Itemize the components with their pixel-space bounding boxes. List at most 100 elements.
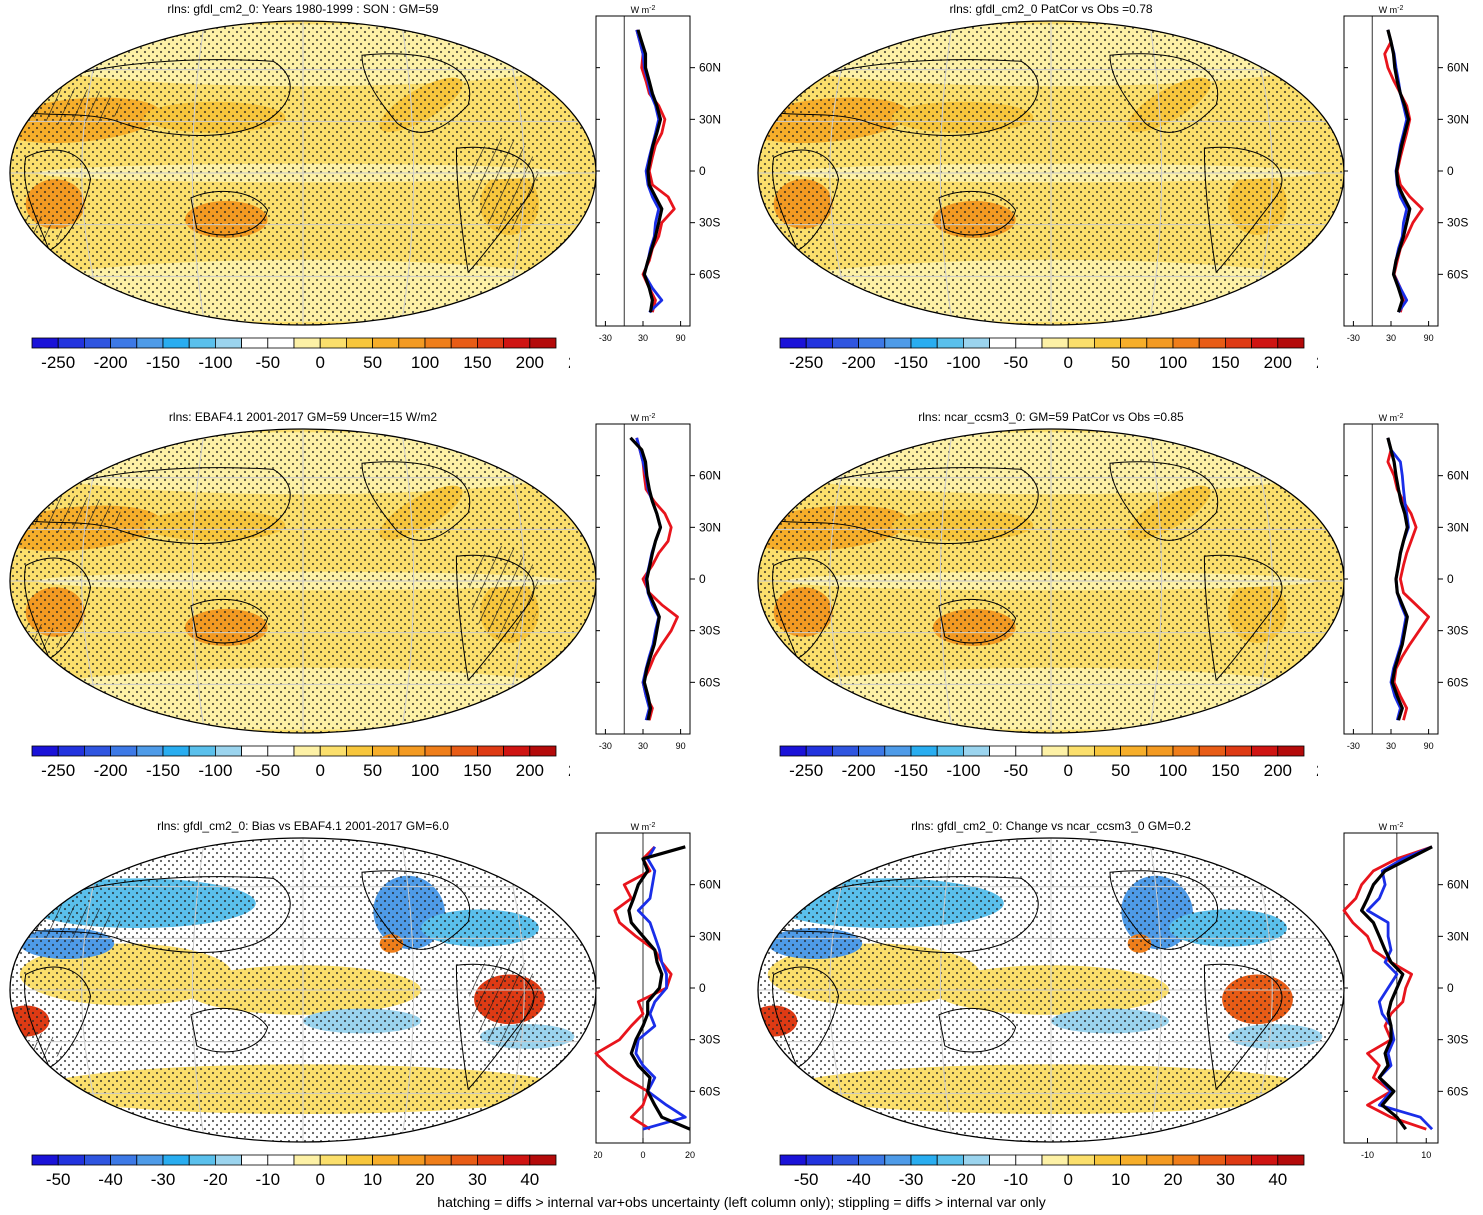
- latitude-tick-label: 60S: [1447, 267, 1468, 281]
- colorbar-swatch: [1172, 1154, 1200, 1166]
- colorbar-swatch: [1224, 337, 1252, 349]
- colorbar-tick-label: -50: [256, 353, 281, 372]
- colorbar-tick-label: -150: [894, 761, 928, 780]
- colorbar: -250 -200 -150 -100 -50 0 50 100 150 200 250: [31, 337, 570, 372]
- colorbar: -250 -200 -150 -100 -50 0 50 100 150 200 250: [779, 745, 1318, 780]
- zonal-x-tick-label: 20: [685, 1150, 695, 1160]
- colorbar-swatch: [110, 1154, 138, 1166]
- colorbar-tick-label: 0: [1063, 1170, 1072, 1189]
- colorbar-swatch: [989, 1154, 1017, 1166]
- colorbar-tick-label: -20: [203, 1170, 228, 1189]
- zonal-unit-label: W m-2: [1379, 5, 1404, 15]
- colorbar-swatch: [1146, 745, 1174, 757]
- colorbar-swatch: [503, 1154, 531, 1166]
- colorbar-swatch: [1015, 1154, 1043, 1166]
- colorbar-swatch: [779, 337, 807, 349]
- colorbar-swatch: [805, 337, 833, 349]
- zonal-x-tick-label: 90: [1424, 741, 1434, 751]
- world-map: [757, 20, 1345, 326]
- colorbar-swatch: [372, 337, 400, 349]
- colorbar-swatch: [293, 337, 321, 349]
- latitude-tick-label: 0: [699, 572, 706, 586]
- colorbar-tick-label: -40: [846, 1170, 871, 1189]
- colorbar-swatch: [1224, 745, 1252, 757]
- colorbar-tick-label: 0: [315, 1170, 324, 1189]
- colorbar-tick-label: 50: [363, 353, 382, 372]
- colorbar-swatch: [779, 1154, 807, 1166]
- colorbar-swatch: [214, 337, 242, 349]
- colorbar-swatch: [136, 745, 164, 757]
- colorbar-swatch: [962, 337, 990, 349]
- latitude-tick-label: 60N: [699, 469, 721, 483]
- colorbar-tick-label: 200: [516, 761, 544, 780]
- latitude-tick-label: 60N: [1447, 878, 1469, 892]
- colorbar-tick-label: 200: [1264, 761, 1292, 780]
- zonal-x-tick-label: 90: [676, 333, 686, 343]
- colorbar-tick-label: -100: [946, 353, 980, 372]
- colorbar-swatch: [241, 745, 269, 757]
- colorbar-swatch: [936, 1154, 964, 1166]
- latitude-tick-label: 30S: [699, 216, 720, 230]
- colorbar-swatch: [1172, 745, 1200, 757]
- colorbar-swatch: [31, 1154, 59, 1166]
- colorbar-swatch: [805, 745, 833, 757]
- colorbar-swatch: [319, 1154, 347, 1166]
- colorbar-swatch: [1067, 337, 1095, 349]
- colorbar-swatch: [450, 745, 478, 757]
- zonal-mean-plot: W m-2 60N 30N 0 30S 60S -30 30 90: [1343, 413, 1469, 751]
- colorbar-tick-label: -30: [899, 1170, 924, 1189]
- zonal-series-blue: [1366, 845, 1434, 1131]
- colorbar-swatch: [319, 337, 347, 349]
- colorbar-swatch: [57, 337, 85, 349]
- colorbar-swatch: [529, 337, 557, 349]
- colorbar-tick-label: -100: [198, 353, 232, 372]
- colorbar-swatch: [162, 1154, 190, 1166]
- colorbar-tick-label: 200: [516, 353, 544, 372]
- colorbar-swatch: [424, 1154, 452, 1166]
- zonal-mean-plot: W m-2 60N 30N 0 30S 60S -30 30 90: [595, 413, 721, 751]
- colorbar-tick-label: -150: [894, 353, 928, 372]
- colorbar-swatch: [779, 745, 807, 757]
- colorbar-swatch: [503, 337, 531, 349]
- colorbar-tick-label: 40: [1268, 1170, 1287, 1189]
- colorbar-tick-label: 250: [568, 761, 570, 780]
- map-title: rlns: gfdl_cm2_0: Years 1980-1999 : SON …: [167, 2, 439, 16]
- colorbar-swatch: [162, 337, 190, 349]
- colorbar-swatch: [1277, 745, 1305, 757]
- colorbar-swatch: [241, 337, 269, 349]
- colorbar-tick-label: -250: [789, 761, 823, 780]
- colorbar-swatch: [936, 745, 964, 757]
- colorbar-swatch: [858, 745, 886, 757]
- colorbar-swatch: [84, 1154, 112, 1166]
- latitude-tick-label: 30N: [699, 929, 721, 943]
- zonal-x-tick-label: 30: [638, 333, 648, 343]
- zonal-x-tick-label: 90: [676, 741, 686, 751]
- latitude-tick-label: 60N: [699, 878, 721, 892]
- colorbar-tick-label: 200: [1264, 353, 1292, 372]
- colorbar-swatch: [884, 337, 912, 349]
- zonal-x-tick-label: 30: [638, 741, 648, 751]
- latitude-tick-label: 60S: [1447, 1084, 1468, 1098]
- colorbar-tick-label: -50: [256, 761, 281, 780]
- zonal-x-tick-label: -30: [599, 333, 612, 343]
- latitude-tick-label: 60N: [1447, 469, 1469, 483]
- colorbar-swatch: [241, 1154, 269, 1166]
- colorbar-swatch: [858, 1154, 886, 1166]
- colorbar-swatch: [398, 745, 426, 757]
- colorbar-tick-label: 150: [463, 761, 491, 780]
- latitude-tick-label: 30N: [699, 112, 721, 126]
- world-map: [9, 837, 597, 1143]
- colorbar-tick-label: -10: [256, 1170, 281, 1189]
- zonal-mean-plot: W m-2 60N 30N 0 30S 60S -30 30 90: [1343, 5, 1469, 343]
- colorbar-swatch: [110, 337, 138, 349]
- colorbar-tick-label: 0: [315, 761, 324, 780]
- latitude-tick-label: 60N: [1447, 61, 1469, 75]
- latitude-tick-label: 0: [1447, 164, 1454, 178]
- map-title: rlns: EBAF4.1 2001-2017 GM=59 Uncer=15 W…: [168, 410, 438, 424]
- zonal-unit-label: W m-2: [631, 413, 656, 423]
- colorbar-swatch: [293, 1154, 321, 1166]
- colorbar-tick-label: -200: [842, 761, 876, 780]
- latitude-tick-label: 60N: [699, 61, 721, 75]
- colorbar-tick-label: -200: [842, 353, 876, 372]
- colorbar-swatch: [1120, 745, 1148, 757]
